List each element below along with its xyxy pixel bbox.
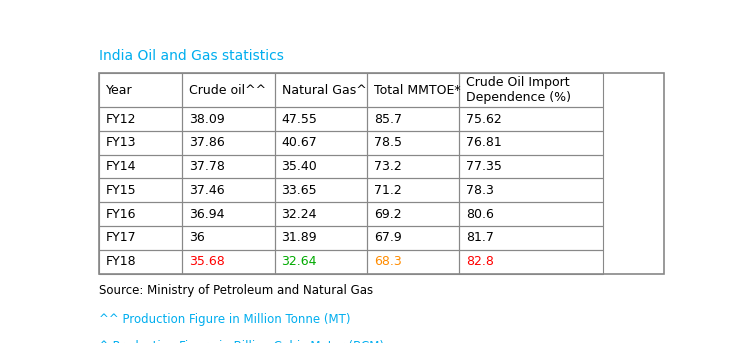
Bar (99, 155, 182, 178)
Text: 78.3: 78.3 (466, 184, 494, 197)
Text: 36.94: 36.94 (189, 208, 225, 221)
Bar (367, 226, 459, 250)
Text: 68.3: 68.3 (373, 255, 402, 268)
Bar (275, 155, 367, 178)
Text: 71.2: 71.2 (373, 184, 402, 197)
Bar (275, 178, 367, 202)
Text: 76.81: 76.81 (466, 136, 501, 149)
Text: FY16: FY16 (106, 208, 136, 221)
Bar (182, 202, 275, 226)
Bar (275, 131, 367, 155)
Text: ^ Production Figure in Billion Cubic Meter (BCM): ^ Production Figure in Billion Cubic Met… (99, 340, 384, 343)
Text: ^^ Production Figure in Million Tonne (MT): ^^ Production Figure in Million Tonne (M… (99, 313, 350, 326)
Text: 32.64: 32.64 (281, 255, 317, 268)
Bar (99, 107, 182, 131)
Text: 37.46: 37.46 (189, 184, 225, 197)
Bar (367, 202, 459, 226)
Bar (275, 73, 367, 107)
Bar (182, 131, 275, 155)
Text: FY13: FY13 (106, 136, 136, 149)
Bar (367, 107, 459, 131)
Text: 33.65: 33.65 (281, 184, 317, 197)
Text: FY12: FY12 (106, 113, 136, 126)
Bar (275, 202, 367, 226)
Text: 67.9: 67.9 (373, 232, 402, 245)
Bar (367, 250, 459, 274)
Bar (182, 178, 275, 202)
Bar (99, 73, 664, 274)
Bar (367, 178, 459, 202)
Bar (367, 155, 459, 178)
Text: FY15: FY15 (106, 184, 136, 197)
Text: 36: 36 (189, 232, 205, 245)
Text: 77.35: 77.35 (466, 160, 502, 173)
Text: Crude oil^^: Crude oil^^ (189, 83, 266, 96)
Bar (275, 250, 367, 274)
Text: 73.2: 73.2 (373, 160, 402, 173)
Bar (459, 226, 603, 250)
Text: Total MMTOE*: Total MMTOE* (373, 83, 461, 96)
Bar (99, 73, 182, 107)
Text: India Oil and Gas statistics: India Oil and Gas statistics (99, 49, 283, 63)
Text: FY14: FY14 (106, 160, 136, 173)
Text: FY18: FY18 (106, 255, 136, 268)
Text: Crude Oil Import
Dependence (%): Crude Oil Import Dependence (%) (466, 76, 571, 104)
Text: 80.6: 80.6 (466, 208, 494, 221)
Bar (275, 226, 367, 250)
Text: 37.78: 37.78 (189, 160, 225, 173)
Bar (459, 202, 603, 226)
Bar (459, 250, 603, 274)
Bar (459, 178, 603, 202)
Bar (99, 250, 182, 274)
Text: 32.24: 32.24 (281, 208, 317, 221)
Bar (99, 131, 182, 155)
Text: Source: Ministry of Petroleum and Natural Gas: Source: Ministry of Petroleum and Natura… (99, 284, 373, 297)
Text: 75.62: 75.62 (466, 113, 501, 126)
Bar (99, 202, 182, 226)
Text: Natural Gas^: Natural Gas^ (281, 83, 366, 96)
Text: 81.7: 81.7 (466, 232, 494, 245)
Bar (459, 155, 603, 178)
Bar (99, 178, 182, 202)
Bar (367, 73, 459, 107)
Text: 31.89: 31.89 (281, 232, 317, 245)
Bar (182, 226, 275, 250)
Bar (459, 131, 603, 155)
Bar (182, 155, 275, 178)
Text: 37.86: 37.86 (189, 136, 225, 149)
Text: 38.09: 38.09 (189, 113, 225, 126)
Bar (99, 226, 182, 250)
Text: 85.7: 85.7 (373, 113, 402, 126)
Bar (367, 131, 459, 155)
Text: 40.67: 40.67 (281, 136, 317, 149)
Bar (182, 107, 275, 131)
Text: 82.8: 82.8 (466, 255, 494, 268)
Text: 35.68: 35.68 (189, 255, 225, 268)
Text: 35.40: 35.40 (281, 160, 317, 173)
Bar (275, 107, 367, 131)
Bar (459, 107, 603, 131)
Text: FY17: FY17 (106, 232, 136, 245)
Text: 69.2: 69.2 (373, 208, 402, 221)
Text: 47.55: 47.55 (281, 113, 318, 126)
Text: 78.5: 78.5 (373, 136, 402, 149)
Bar (459, 73, 603, 107)
Bar (182, 73, 275, 107)
Bar (182, 250, 275, 274)
Text: Year: Year (106, 83, 132, 96)
